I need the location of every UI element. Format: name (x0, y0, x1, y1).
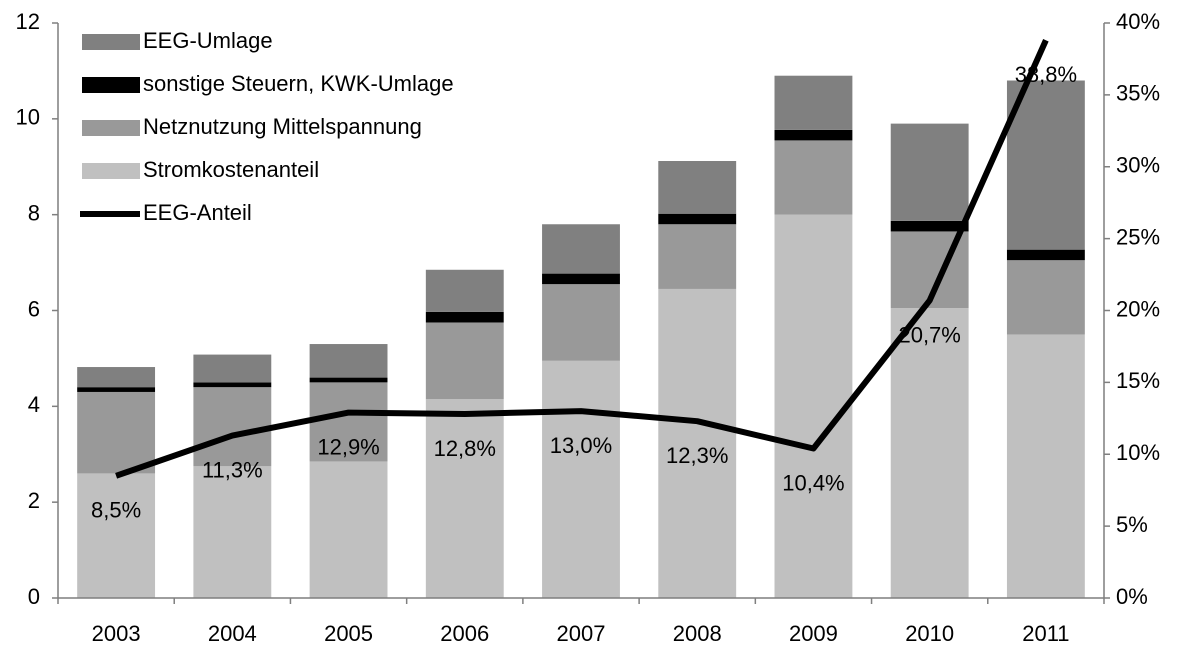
x-tick-label: 2011 (1022, 621, 1069, 646)
x-tick-label: 2010 (905, 621, 954, 646)
bar-segment (77, 387, 156, 392)
y2-tick-label: 5% (1116, 512, 1148, 537)
y2-tick-label: 35% (1116, 81, 1160, 106)
y-tick-label: 10 (16, 105, 40, 130)
bar-segment (542, 224, 620, 274)
bar-segment (1006, 249, 1085, 261)
y2-tick-label: 30% (1116, 153, 1160, 178)
legend-label: EEG-Anteil (143, 200, 252, 225)
y2-tick-label: 10% (1116, 440, 1160, 465)
bar-segment (193, 382, 272, 388)
legend-swatch (82, 163, 140, 179)
bar-segment (193, 466, 272, 598)
bar-segment (890, 220, 969, 232)
legend-swatch (82, 77, 140, 93)
x-tick-label: 2006 (440, 621, 489, 646)
y2-tick-label: 15% (1116, 368, 1160, 393)
x-tick-label: 2003 (92, 621, 141, 646)
data-label: 12,8% (434, 436, 496, 461)
bar-segment (425, 269, 504, 312)
x-tick-label: 2009 (789, 621, 838, 646)
bar-segment (542, 273, 620, 285)
bar-segment (309, 377, 388, 383)
bar-segment (658, 224, 737, 289)
y-tick-label: 2 (28, 488, 40, 513)
legend-label: sonstige Steuern, KWK-Umlage (143, 71, 454, 96)
bar-segment (774, 129, 853, 141)
y2-tick-label: 25% (1116, 224, 1160, 249)
bar-segment (77, 391, 156, 474)
data-label: 12,3% (666, 443, 728, 468)
bar-segment (774, 75, 853, 130)
data-label: 11,3% (202, 457, 263, 482)
bar-segment (542, 360, 620, 598)
legend-swatch (82, 34, 140, 50)
data-label: 12,9% (317, 434, 379, 459)
data-label: 20,7% (898, 322, 960, 347)
x-tick-label: 2005 (324, 621, 373, 646)
bar-segment (658, 288, 737, 598)
x-tick-label: 2008 (673, 621, 722, 646)
bar-segment (309, 461, 388, 598)
bar-segment (425, 322, 504, 400)
x-tick-label: 2004 (208, 621, 257, 646)
legend-label: EEG-Umlage (143, 28, 273, 53)
data-label: 10,4% (782, 470, 844, 495)
bar-segment (658, 213, 737, 225)
bar-segment (309, 344, 388, 378)
bar-segment (542, 284, 620, 361)
bar-segment (77, 473, 156, 598)
bar-segment (193, 387, 272, 467)
y2-tick-label: 40% (1116, 9, 1160, 34)
bar-segment (1006, 334, 1085, 598)
y2-tick-label: 0% (1116, 584, 1148, 609)
bar-segment (77, 367, 156, 388)
bar-segment (774, 140, 853, 215)
x-tick-label: 2007 (557, 621, 606, 646)
line (115, 39, 1049, 479)
y-tick-label: 8 (28, 200, 40, 225)
bar-segment (425, 399, 504, 598)
y-tick-label: 6 (28, 296, 40, 321)
data-label: 8,5% (91, 498, 141, 523)
bar-segment (193, 354, 272, 383)
legend-label: Stromkostenanteil (143, 157, 319, 182)
y-tick-label: 4 (28, 392, 40, 417)
legend-label: Netznutzung Mittelspannung (143, 114, 422, 139)
y-tick-label: 12 (16, 9, 40, 34)
y2-tick-label: 20% (1116, 296, 1160, 321)
legend-swatch (82, 120, 140, 136)
bar-segment (890, 123, 969, 221)
bar-segment (1006, 260, 1085, 335)
bar-segment (309, 382, 388, 462)
bar-segment (774, 214, 853, 598)
y-tick-label: 0 (28, 584, 40, 609)
bar-segment (658, 161, 737, 214)
bar-segment (425, 311, 504, 323)
bar-segment (890, 308, 969, 598)
data-label: 38,8% (1015, 62, 1077, 87)
bar-segment (1006, 80, 1085, 250)
data-label: 13,0% (550, 433, 612, 458)
